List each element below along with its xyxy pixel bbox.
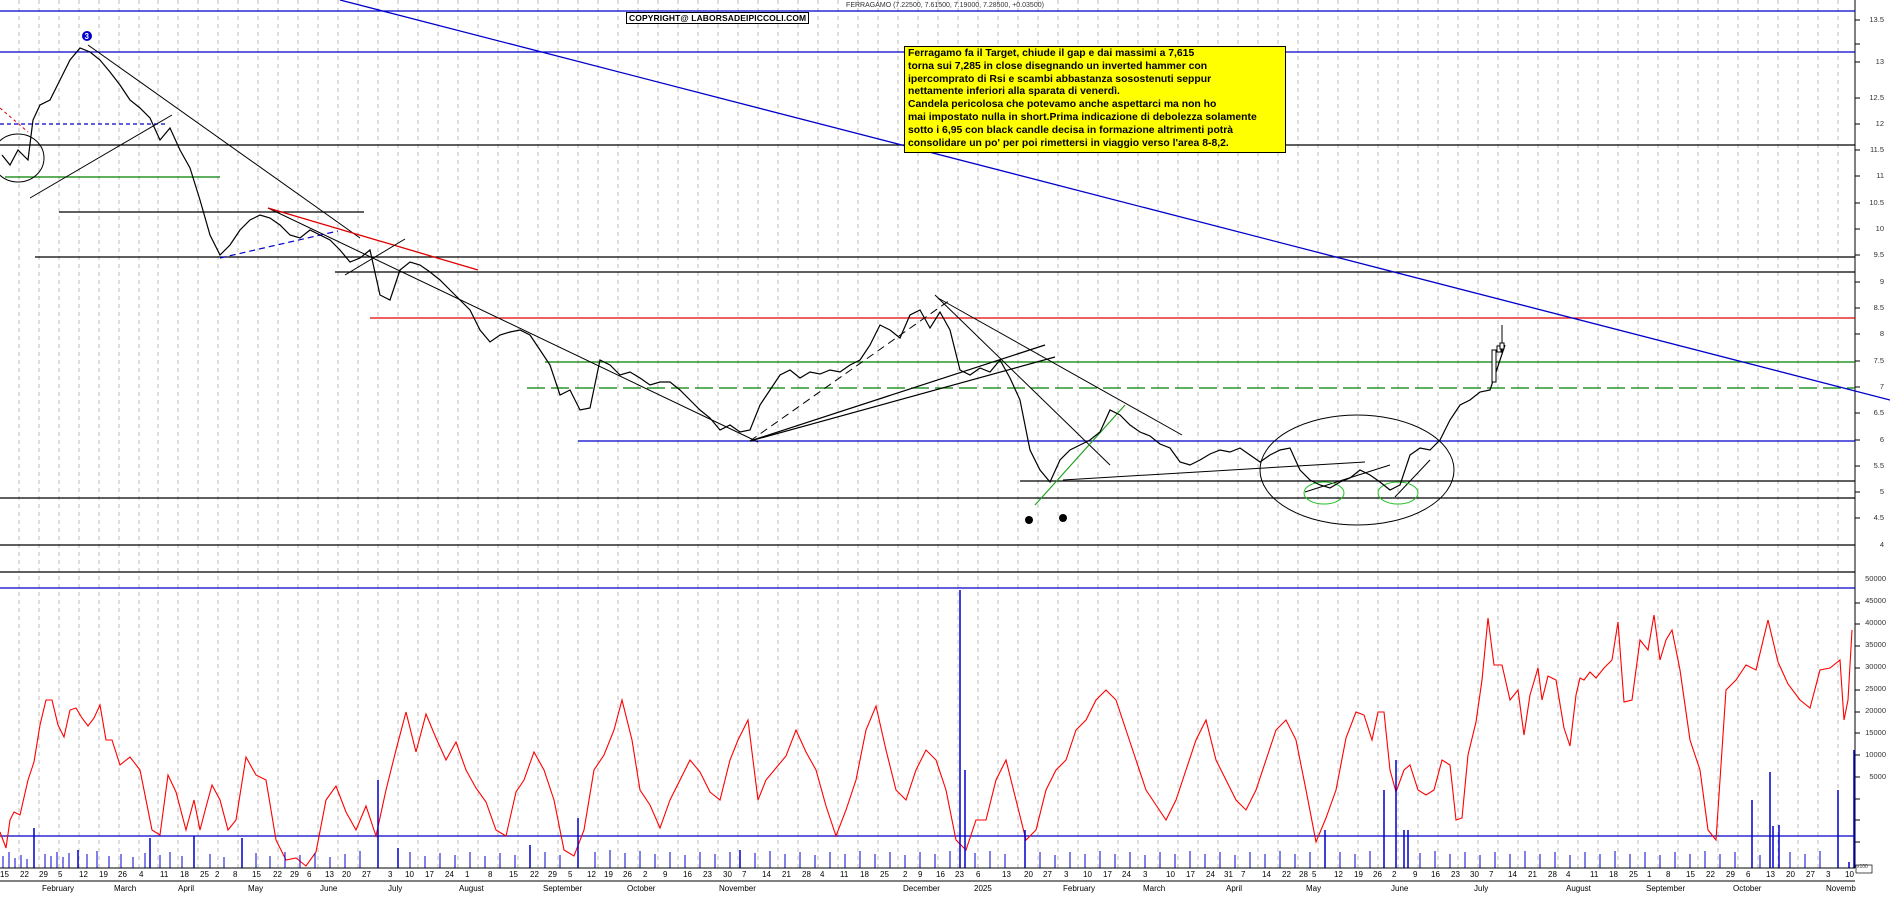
circle-annotation bbox=[1259, 414, 1455, 526]
wave-2-marker bbox=[1059, 514, 1067, 522]
volume-bars-small bbox=[2, 850, 1821, 868]
candle bbox=[1499, 342, 1505, 350]
price-axis-ticks bbox=[1855, 19, 1860, 843]
analysis-note: Ferragamo fa il Target, chiude il gap e … bbox=[904, 46, 1286, 153]
circle-annotation bbox=[1303, 481, 1345, 505]
trendlines bbox=[0, 0, 1890, 506]
circle-annotation bbox=[0, 133, 45, 183]
wave-3-label: 3 bbox=[85, 32, 90, 41]
note-line: nettamente inferiori alla sparata di ven… bbox=[908, 86, 1120, 98]
candle bbox=[1491, 349, 1497, 383]
unit-box bbox=[1855, 864, 1873, 874]
note-line: Candela pericolosa che potevamo anche as… bbox=[908, 99, 1217, 111]
price-path bbox=[1, 47, 1506, 491]
note-line: sotto i 6,95 con black candle decisa in … bbox=[908, 124, 1234, 136]
instrument-title: FERRAGAMO (7.22500, 7.61500, 7.19000, 7.… bbox=[846, 2, 1044, 9]
copyright-label: COPYRIGHT@ LABORSADEIPICCOLI.COM bbox=[626, 12, 810, 24]
note-line: mai impostato nulla in short.Prima indic… bbox=[908, 111, 1257, 123]
note-line: ipercomprato di Rsi e scambi abbastanza … bbox=[908, 73, 1212, 85]
rsi-line bbox=[0, 614, 1853, 867]
volume-bars bbox=[33, 590, 1855, 868]
note-line: Ferragamo fa il Target, chiude il gap e … bbox=[908, 48, 1195, 59]
circle-annotation bbox=[1377, 481, 1419, 505]
note-line: torna sui 7,285 in close disegnando un i… bbox=[908, 60, 1208, 72]
note-line: consolidare un po' per poi rimettersi in… bbox=[908, 137, 1229, 149]
wave-3-marker bbox=[82, 31, 92, 41]
wave-1-marker bbox=[1025, 516, 1033, 524]
